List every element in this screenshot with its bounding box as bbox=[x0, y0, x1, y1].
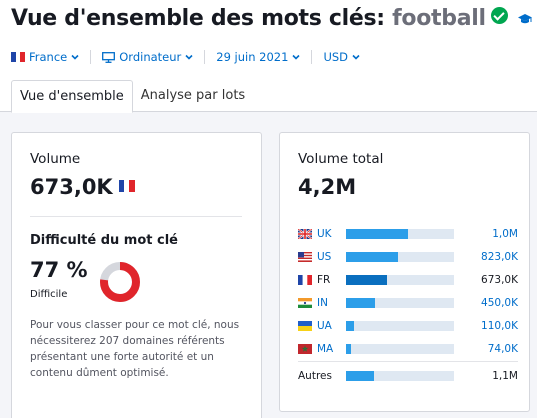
database-label: France bbox=[29, 50, 68, 64]
difficulty-level: Difficile bbox=[30, 289, 68, 300]
volume-label: Volume bbox=[30, 151, 81, 167]
us-flag-icon bbox=[298, 251, 312, 262]
country-volume[interactable]: 823,0K bbox=[481, 250, 518, 263]
difficulty-donut bbox=[100, 262, 140, 302]
device-label: Ordinateur bbox=[119, 50, 182, 64]
country-volume[interactable]: 1,0M bbox=[492, 227, 518, 240]
uk-flag-icon bbox=[297, 227, 313, 240]
country-list: UK 1,0M US 823,0K FR 673,0K IN 450,0K UA 110,0K MA… bbox=[297, 222, 518, 360]
country-code[interactable]: UK bbox=[317, 227, 332, 240]
total-volume-card: Volume total 4,2M UK 1,0M US 823,0K FR 673,0K… bbox=[279, 132, 530, 412]
country-row-ma[interactable]: MA 74,0K bbox=[298, 337, 518, 360]
difficulty-value: 77 % bbox=[30, 258, 88, 282]
others-row: Autres 1,1M bbox=[298, 370, 518, 382]
country-code: FR bbox=[317, 273, 331, 286]
volume-value-row: 673,0K bbox=[30, 175, 135, 199]
country-bar-fill bbox=[346, 228, 409, 239]
country-row-uk[interactable]: UK 1,0M bbox=[297, 222, 518, 245]
country-volume[interactable]: 74,0K bbox=[487, 342, 518, 355]
country-bar bbox=[346, 274, 454, 285]
divider bbox=[311, 50, 313, 64]
volume-card: Volume 673,0K Difficulté du mot clé 77 %… bbox=[11, 132, 262, 418]
tab-overview[interactable]: Vue d'ensemble bbox=[11, 80, 133, 113]
difficulty-description: Pour vous classer pour ce mot clé, nous … bbox=[30, 319, 240, 379]
country-bar bbox=[346, 343, 454, 354]
country-volume: 673,0K bbox=[481, 273, 518, 286]
chevron-down-icon bbox=[292, 54, 301, 60]
france-flag-icon bbox=[118, 180, 135, 192]
volume-value: 673,0K bbox=[30, 175, 113, 199]
country-row-us[interactable]: US 823,0K bbox=[298, 245, 518, 268]
graduation-cap-icon[interactable] bbox=[518, 13, 532, 25]
page-title: Vue d'ensemble des mots clés: football bbox=[11, 6, 508, 31]
page-header: Vue d'ensemble des mots clés: football F… bbox=[0, 0, 537, 113]
title-keyword: football bbox=[392, 6, 486, 31]
country-volume[interactable]: 450,0K bbox=[481, 296, 518, 309]
country-code[interactable]: IN bbox=[317, 296, 328, 309]
date-label: 29 juin 2021 bbox=[216, 50, 289, 64]
database-selector[interactable]: France bbox=[11, 50, 79, 64]
country-bar-fill bbox=[346, 251, 398, 262]
country-volume[interactable]: 110,0K bbox=[481, 319, 518, 332]
difficulty-label: Difficulté du mot clé bbox=[30, 233, 179, 248]
in-flag-icon bbox=[298, 297, 312, 308]
divider bbox=[90, 50, 92, 64]
country-bar bbox=[346, 251, 454, 262]
country-bar bbox=[346, 320, 454, 331]
filter-bar: France Ordinateur 29 juin 2021 USD bbox=[11, 50, 360, 64]
others-label: Autres bbox=[298, 370, 332, 382]
total-volume-value: 4,2M bbox=[298, 175, 357, 199]
country-row-in[interactable]: IN 450,0K bbox=[298, 291, 518, 314]
monitor-icon bbox=[102, 51, 116, 63]
country-row-ua[interactable]: UA 110,0K bbox=[298, 314, 518, 337]
tab-bar: Vue d'ensemble Analyse par lots bbox=[11, 80, 253, 113]
country-bar bbox=[346, 228, 454, 239]
ua-flag-icon bbox=[298, 320, 312, 331]
country-code[interactable]: US bbox=[317, 250, 332, 263]
france-flag-icon bbox=[11, 52, 26, 62]
others-bar-fill bbox=[346, 371, 375, 381]
divider bbox=[298, 361, 518, 362]
others-bar bbox=[346, 371, 454, 381]
currency-label: USD bbox=[323, 50, 349, 64]
chevron-down-icon bbox=[71, 54, 79, 60]
divider bbox=[30, 216, 242, 217]
tab-batch-analysis[interactable]: Analyse par lots bbox=[140, 88, 246, 103]
chevron-down-icon bbox=[352, 54, 360, 60]
divider bbox=[204, 50, 206, 64]
device-selector[interactable]: Ordinateur bbox=[102, 50, 193, 64]
others-value: 1,1M bbox=[492, 370, 518, 382]
title-prefix: Vue d'ensemble des mots clés: bbox=[11, 6, 385, 31]
donut-fill bbox=[100, 262, 140, 302]
chevron-down-icon bbox=[185, 54, 193, 60]
country-code[interactable]: MA bbox=[317, 342, 334, 355]
date-selector[interactable]: 29 juin 2021 bbox=[216, 50, 301, 64]
country-bar-fill bbox=[346, 274, 388, 285]
country-bar-fill bbox=[346, 297, 375, 308]
country-bar-fill bbox=[346, 320, 354, 331]
country-code[interactable]: UA bbox=[317, 319, 332, 332]
total-volume-label: Volume total bbox=[298, 151, 384, 167]
ma-flag-icon bbox=[298, 343, 312, 354]
fr-flag-icon bbox=[298, 274, 312, 285]
country-bar bbox=[346, 297, 454, 308]
country-bar-fill bbox=[346, 343, 352, 354]
verified-check-icon bbox=[490, 7, 508, 24]
currency-selector[interactable]: USD bbox=[323, 50, 360, 64]
country-row-fr[interactable]: FR 673,0K bbox=[298, 268, 518, 291]
